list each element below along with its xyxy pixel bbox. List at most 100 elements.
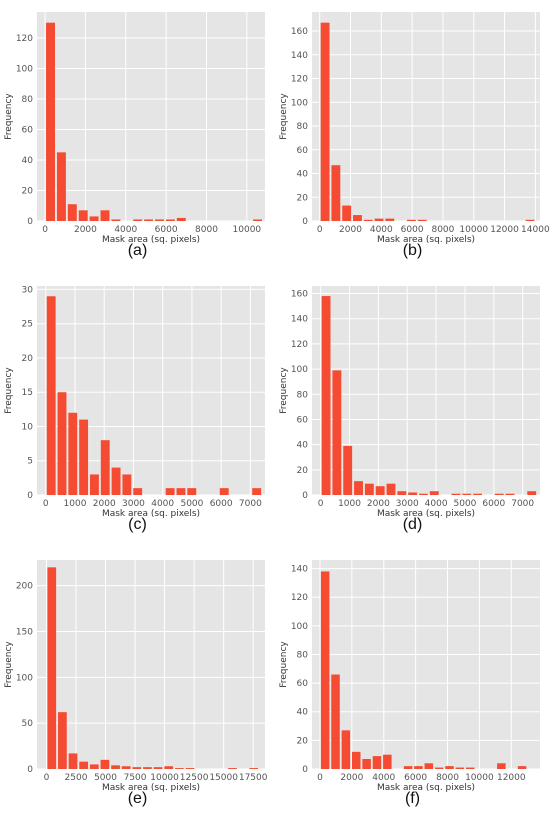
x-tick-label: 14000: [521, 225, 550, 235]
y-axis-label: Frequency: [4, 367, 14, 414]
x-tick-label: 7000: [511, 499, 534, 509]
histogram-bar: [122, 474, 132, 495]
histogram-bar: [451, 493, 461, 495]
y-tick-label: 140: [291, 315, 308, 325]
y-tick-label: 80: [297, 122, 309, 132]
y-tick-label: 0: [27, 217, 33, 227]
y-tick-label: 160: [291, 290, 308, 300]
y-tick-label: 0: [27, 491, 33, 501]
y-tick-label: 60: [297, 146, 309, 156]
caption-a: (a): [127, 242, 148, 259]
y-tick-label: 20: [22, 354, 34, 364]
panel-f: 0 20 40 60 80 100 120 140 0 2000 4000 6000 8000 10000…: [275, 548, 550, 822]
x-axis-label: Mask area (sq. pixels): [377, 783, 475, 793]
histogram-bar: [505, 493, 515, 495]
x-tick-label: 12000: [490, 225, 519, 235]
y-axis-label: Frequency: [279, 93, 289, 140]
x-tick-label: 4000: [425, 499, 448, 509]
y-tick-label: 10: [22, 422, 34, 432]
x-tick-label: 2500: [65, 773, 88, 783]
y-tick-label: 120: [291, 75, 308, 85]
histogram-bar: [153, 767, 163, 769]
histogram-bar: [57, 392, 67, 495]
histogram-bar: [364, 483, 374, 495]
histogram-bar: [132, 767, 142, 769]
y-tick-label: 40: [297, 170, 309, 180]
caption-e: (e): [127, 790, 148, 807]
y-tick-label: 100: [291, 622, 308, 632]
histogram-bar: [414, 766, 423, 769]
histogram-bar: [403, 766, 413, 769]
x-tick-label: 2000: [340, 773, 363, 783]
x-tick-label: 7000: [239, 499, 262, 509]
histogram-bar: [100, 759, 110, 769]
x-tick-label: 12500: [180, 773, 209, 783]
histogram-bar: [155, 219, 164, 221]
y-tick-label: 100: [16, 64, 33, 74]
histogram-bar: [525, 219, 535, 221]
x-tick-label: 0: [42, 225, 48, 235]
y-tick-label: 140: [291, 51, 308, 61]
histogram-bar: [473, 493, 483, 495]
y-tick-label: 100: [16, 673, 33, 683]
y-axis-label: Frequency: [4, 641, 14, 688]
y-tick-label: 5: [27, 457, 33, 467]
histogram-bar: [353, 215, 362, 221]
histogram-f: 0 20 40 60 80 100 120 140 0 2000 4000 6000 8000 10000…: [279, 560, 540, 793]
x-tick-label: 8000: [195, 225, 218, 235]
panel-c: 0 5 10 15 20 25 30 0 1000 2000 3000 4000 5000 6000 700…: [0, 274, 275, 548]
y-tick-label: 50: [22, 719, 34, 729]
y-tick-label: 25: [22, 320, 33, 330]
histogram-bar: [133, 488, 143, 495]
y-axis-label: Frequency: [4, 93, 14, 140]
y-tick-label: 20: [22, 186, 34, 196]
histogram-bar: [406, 219, 416, 221]
y-tick-label: 40: [22, 156, 34, 166]
histogram-bar: [165, 219, 175, 221]
histogram-bar: [386, 483, 396, 495]
histogram-bar: [79, 419, 89, 495]
histogram-bar: [341, 730, 351, 769]
x-tick-label: 5000: [454, 499, 477, 509]
histogram-bar: [455, 767, 465, 769]
histogram-bar: [383, 754, 392, 769]
x-tick-label: 2000: [339, 225, 362, 235]
histogram-bar: [176, 488, 186, 495]
y-tick-label: 150: [16, 628, 33, 638]
x-tick-label: 2000: [93, 499, 116, 509]
histogram-c: 0 5 10 15 20 25 30 0 1000 2000 3000 4000 5000 6000 700…: [4, 285, 265, 519]
histogram-bar: [47, 567, 57, 769]
y-axis-label: Frequency: [279, 367, 289, 414]
caption-c: (c): [128, 516, 147, 533]
y-tick-label: 40: [297, 708, 309, 718]
histogram-bar: [165, 488, 175, 495]
histogram-bar: [331, 165, 341, 221]
histogram-bar: [417, 219, 427, 221]
x-tick-label: 8000: [436, 773, 459, 783]
panel-d: 0 20 40 60 80 100 120 140 160 0 1000 2000 3000 4000 50…: [275, 274, 550, 548]
x-tick-label: 3000: [122, 499, 145, 509]
histogram-bar: [424, 763, 434, 769]
y-tick-label: 80: [297, 650, 309, 660]
histogram-bar: [465, 767, 475, 769]
y-tick-label: 15: [22, 388, 33, 398]
x-tick-label: 15000: [209, 773, 238, 783]
y-tick-label: 200: [16, 582, 33, 592]
histogram-bar: [374, 218, 384, 221]
y-tick-label: 140: [291, 565, 308, 575]
histogram-bar: [46, 22, 55, 221]
y-tick-label: 80: [22, 95, 34, 105]
histogram-bar: [67, 204, 77, 221]
histogram-bar: [174, 768, 184, 769]
y-tick-label: 100: [291, 365, 308, 375]
y-tick-label: 20: [297, 736, 309, 746]
histogram-bar: [89, 764, 99, 769]
histogram-bar: [58, 712, 67, 769]
x-tick-label: 12000: [497, 773, 526, 783]
histogram-bar: [497, 763, 506, 769]
histogram-bar: [445, 766, 454, 769]
y-tick-label: 160: [291, 27, 308, 37]
histogram-bar: [332, 370, 342, 495]
x-tick-label: 0: [317, 225, 323, 235]
histogram-bar: [164, 766, 174, 769]
